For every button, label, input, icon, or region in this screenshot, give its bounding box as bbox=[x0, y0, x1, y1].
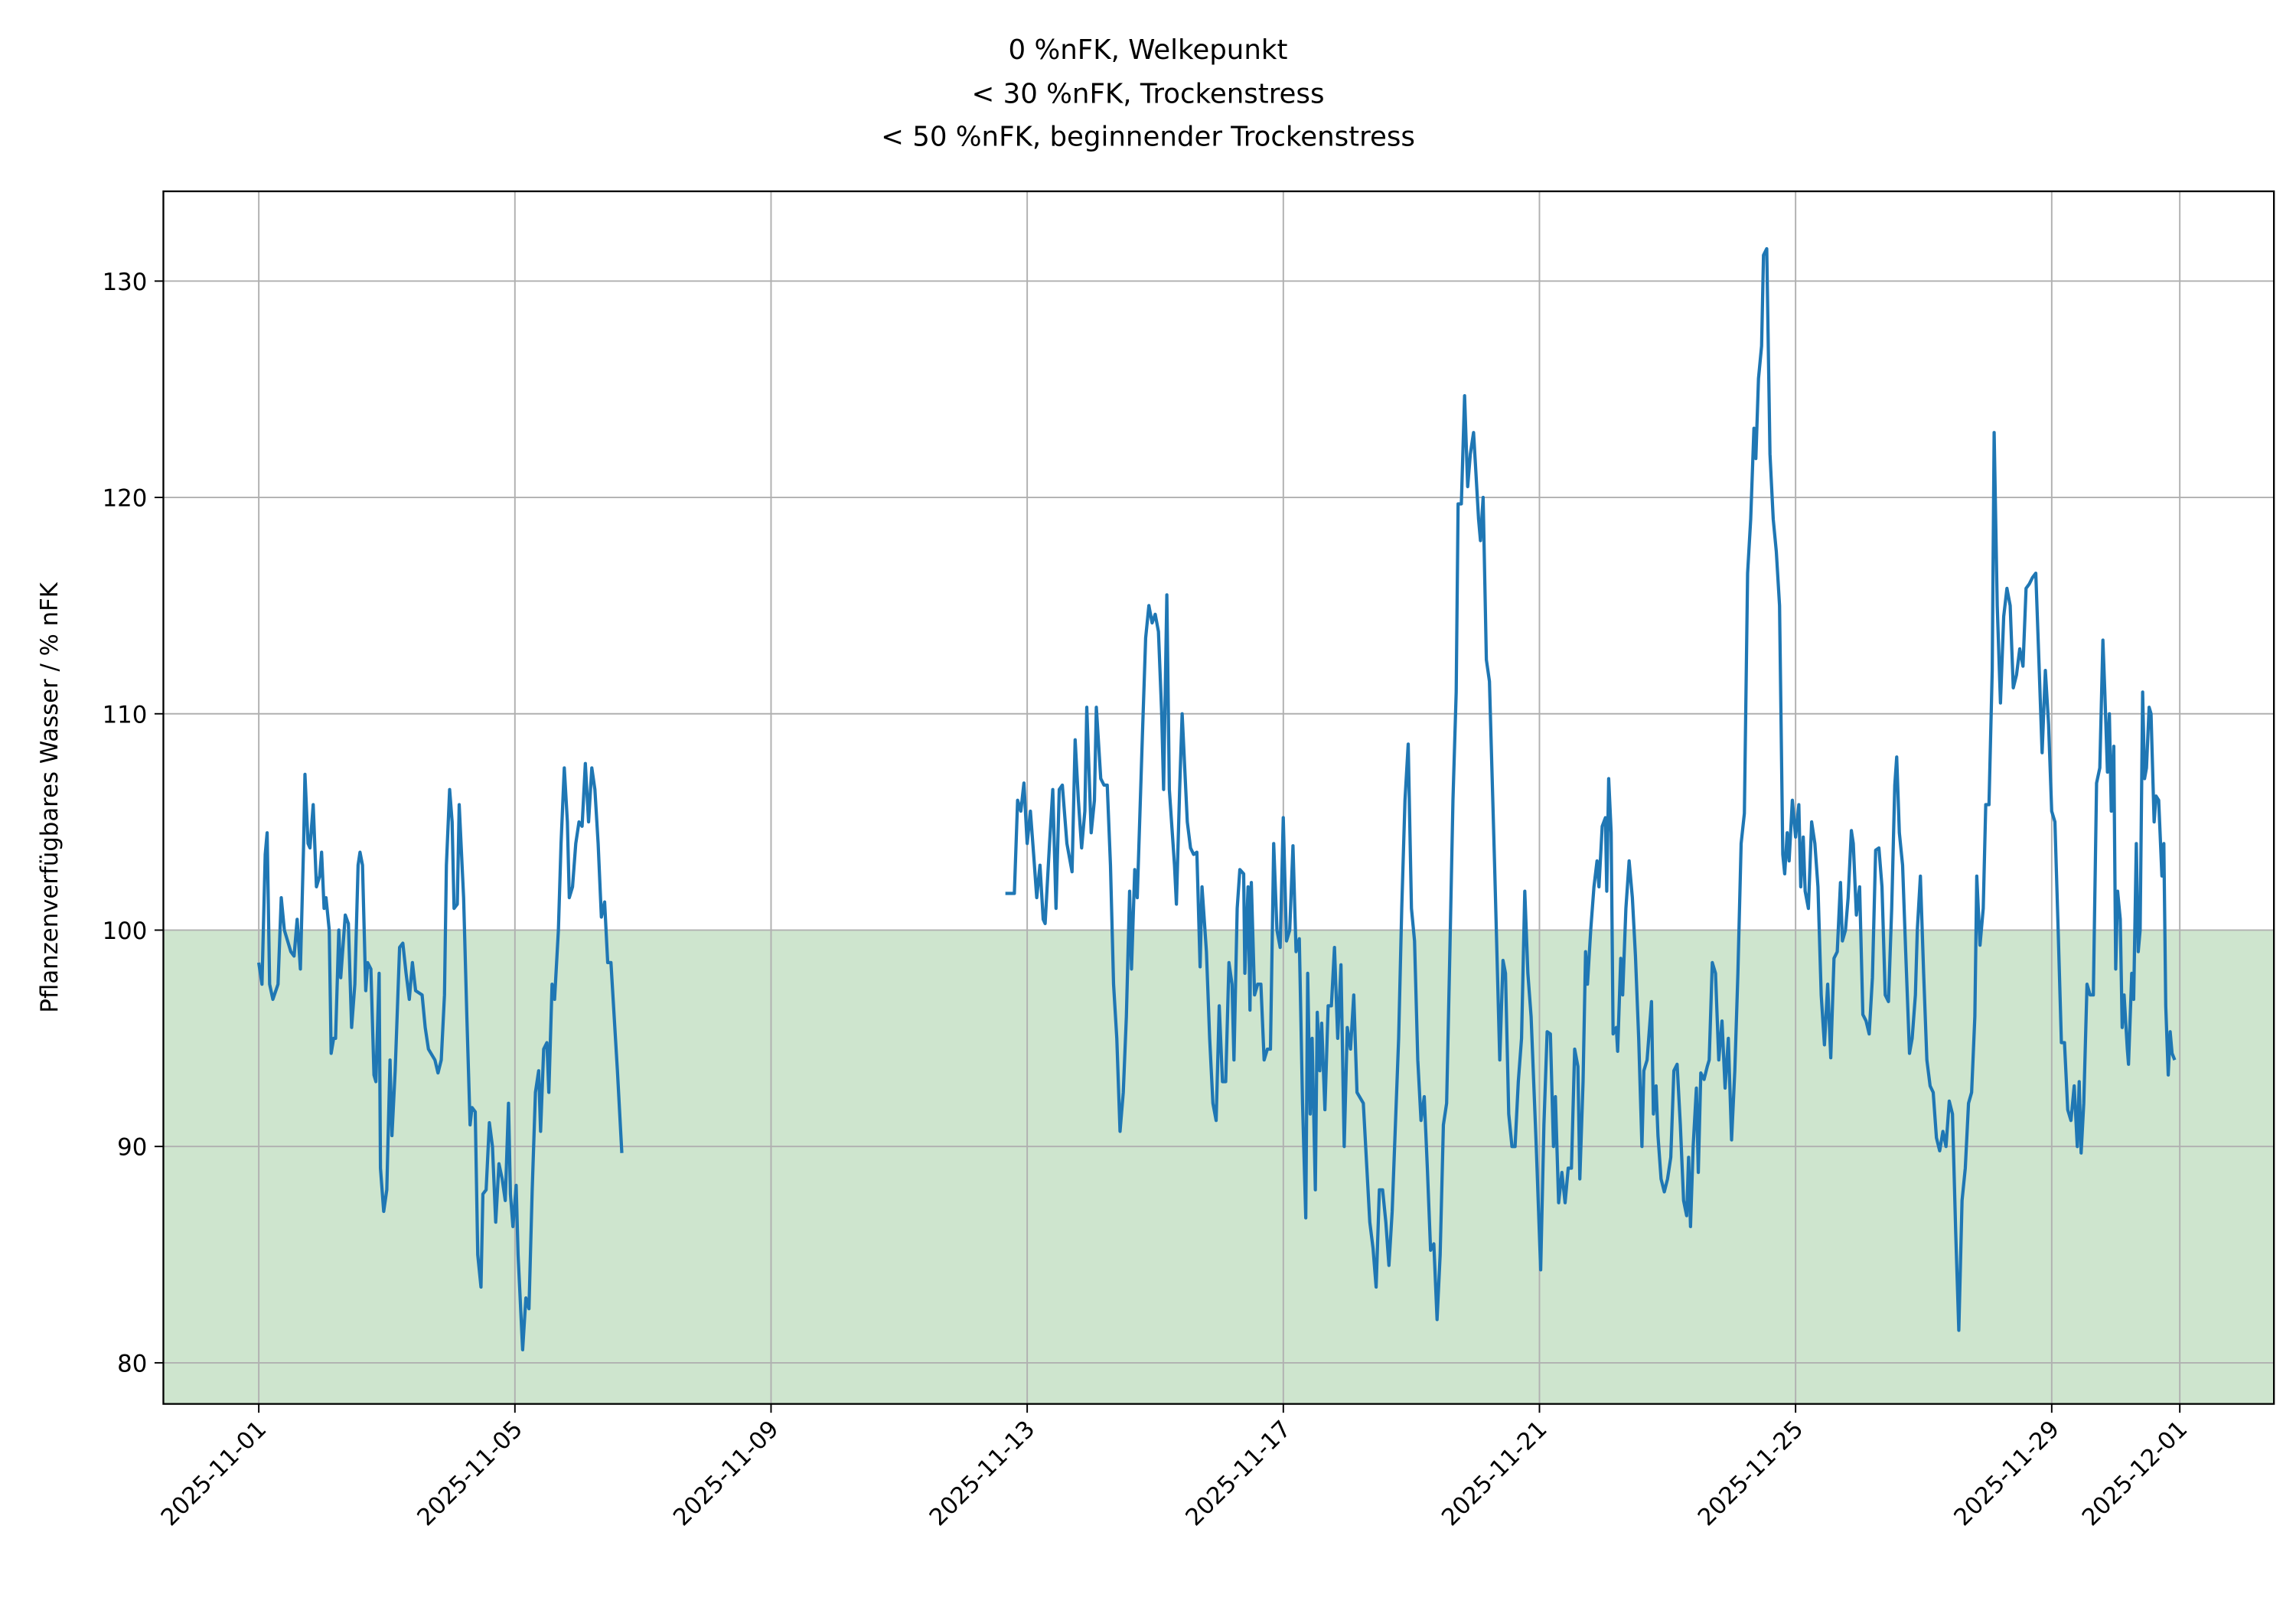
chart-title: 0 %nFK, Welkepunkt < 30 %nFK, Trockenstr… bbox=[881, 34, 1415, 152]
y-axis-label: Pflanzenverfügbares Wasser / % nFK bbox=[36, 582, 64, 1012]
grid-lines bbox=[163, 191, 2275, 1404]
y-tick-label: 90 bbox=[117, 1134, 147, 1162]
title-line-3: < 50 %nFK, beginnender Trockenstress bbox=[881, 121, 1415, 152]
drought-stress-band bbox=[163, 930, 2275, 1404]
x-tick-label: 2025-11-29 bbox=[1949, 1415, 2065, 1531]
y-tick-label: 110 bbox=[103, 701, 148, 729]
y-axis-ticks: 80 90 100 110 120 130 bbox=[103, 269, 164, 1377]
x-tick-label: 2025-11-25 bbox=[1693, 1415, 1809, 1531]
title-line-2: < 30 %nFK, Trockenstress bbox=[971, 79, 1324, 110]
y-tick-label: 120 bbox=[103, 485, 148, 513]
y-tick-label: 80 bbox=[117, 1350, 147, 1377]
x-tick-label: 2025-11-13 bbox=[925, 1415, 1041, 1531]
x-tick-label: 2025-11-17 bbox=[1180, 1415, 1296, 1531]
title-line-1: 0 %nFK, Welkepunkt bbox=[1009, 34, 1288, 66]
plot-frame bbox=[162, 190, 2275, 1405]
x-tick-label: 2025-11-05 bbox=[412, 1415, 528, 1531]
x-axis-ticks: 2025-11-01 2025-11-05 2025-11-09 2025-11-13… bbox=[155, 1403, 2193, 1531]
x-tick-label: 2025-11-21 bbox=[1437, 1415, 1553, 1531]
x-tick-label: 2025-11-09 bbox=[668, 1415, 784, 1531]
y-tick-label: 100 bbox=[103, 918, 148, 945]
y-tick-label: 130 bbox=[103, 269, 148, 296]
x-tick-label: 2025-11-01 bbox=[155, 1415, 272, 1531]
series-line bbox=[256, 246, 2177, 1351]
x-tick-label: 2025-12-01 bbox=[2077, 1415, 2193, 1531]
